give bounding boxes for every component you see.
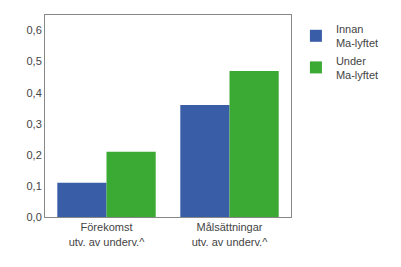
svg-text:0,4: 0,4 <box>27 87 42 99</box>
svg-text:InnanMa-lyftet: InnanMa-lyftet <box>336 23 378 49</box>
svg-text:0,1: 0,1 <box>27 180 42 192</box>
svg-text:0,5: 0,5 <box>27 55 42 67</box>
svg-text:0,6: 0,6 <box>27 24 42 36</box>
svg-text:Förekomstutv. av underv.^: Förekomstutv. av underv.^ <box>69 221 146 247</box>
svg-text:0,0: 0,0 <box>27 211 42 223</box>
svg-text:0,3: 0,3 <box>27 118 42 130</box>
svg-text:0,2: 0,2 <box>27 149 42 161</box>
svg-text:Målsättningarutv. av underv.^: Målsättningarutv. av underv.^ <box>192 221 269 247</box>
svg-text:UnderMa-lyftet: UnderMa-lyftet <box>336 55 378 81</box>
